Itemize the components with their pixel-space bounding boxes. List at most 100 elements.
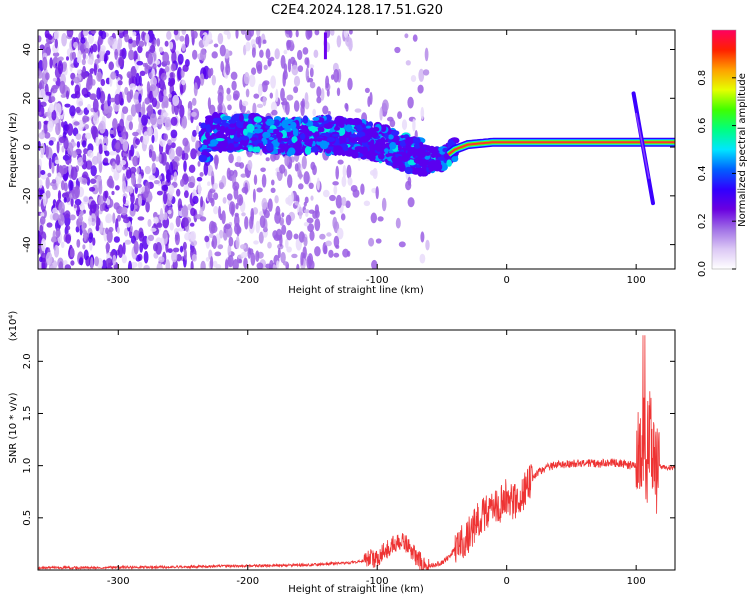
- noise-speck: [61, 121, 65, 128]
- noise-speck: [147, 219, 152, 227]
- band-speck: [256, 146, 261, 153]
- noise-speck: [245, 41, 251, 52]
- noise-speck: [135, 72, 140, 87]
- band-speck: [380, 124, 387, 132]
- noise-speck: [179, 245, 184, 253]
- band-speck: [399, 161, 404, 170]
- noise-speck: [210, 67, 214, 76]
- noise-speck: [248, 74, 256, 88]
- noise-speck: [304, 196, 309, 204]
- noise-speck: [284, 155, 290, 167]
- band-speck: [230, 115, 239, 122]
- noise-speck: [46, 222, 53, 228]
- noise-speck: [158, 46, 164, 53]
- noise-speck: [182, 64, 189, 72]
- band-speck: [372, 126, 380, 132]
- noise-speck: [174, 232, 180, 246]
- noise-speck: [182, 137, 189, 147]
- noise-speck: [151, 162, 156, 174]
- noise-speck: [81, 72, 89, 78]
- noise-speck: [179, 83, 184, 95]
- noise-speck: [181, 30, 187, 35]
- band-speck: [276, 132, 283, 139]
- noise-speck: [38, 164, 42, 178]
- noise-speck: [342, 165, 347, 179]
- noise-speck: [54, 38, 58, 49]
- band-speck: [283, 128, 292, 133]
- noise-speck: [69, 214, 76, 221]
- noise-speck: [307, 30, 312, 38]
- noise-speck: [69, 247, 75, 258]
- noise-speck: [173, 171, 178, 182]
- noise-speck: [67, 142, 74, 156]
- noise-speck: [138, 40, 145, 48]
- band-speck: [326, 146, 336, 150]
- band-speck: [216, 123, 221, 131]
- noise-speck: [196, 125, 199, 135]
- noise-speck: [81, 221, 86, 232]
- noise-speck: [309, 230, 315, 242]
- noise-speck: [177, 53, 184, 65]
- noise-speck: [77, 157, 84, 167]
- band-speck: [291, 136, 298, 144]
- noise-speck: [133, 50, 138, 62]
- band-speck: [319, 126, 325, 133]
- y-tick-label: 20: [22, 92, 33, 105]
- noise-speck: [63, 197, 67, 203]
- noise-speck: [68, 163, 72, 176]
- noise-speck: [120, 160, 127, 166]
- noise-speck: [189, 231, 197, 242]
- noise-speck: [170, 142, 176, 149]
- noise-speck: [285, 214, 292, 226]
- noise-speck: [135, 254, 141, 262]
- noise-speck: [304, 57, 309, 65]
- noise-speck: [70, 260, 75, 266]
- noise-speck: [405, 60, 411, 66]
- noise-speck: [38, 111, 42, 116]
- noise-speck: [204, 235, 210, 243]
- noise-speck: [286, 246, 292, 253]
- noise-speck: [303, 171, 310, 185]
- noise-speck: [136, 85, 143, 91]
- noise-speck: [235, 30, 239, 39]
- band-speck: [265, 118, 275, 127]
- noise-speck: [120, 206, 128, 216]
- noise-speck: [363, 200, 371, 207]
- noise-speck: [105, 215, 110, 223]
- noise-speck: [78, 257, 84, 266]
- noise-speck: [291, 64, 299, 76]
- noise-speck: [245, 88, 250, 98]
- noise-speck: [237, 194, 244, 206]
- noise-speck: [213, 192, 219, 200]
- noise-speck: [170, 129, 178, 139]
- noise-speck: [280, 87, 285, 102]
- band-speck: [304, 141, 312, 145]
- noise-speck: [221, 210, 226, 225]
- noise-speck: [179, 35, 185, 42]
- noise-speck: [340, 213, 346, 221]
- noise-speck: [109, 130, 114, 135]
- band-speck: [397, 156, 403, 161]
- noise-speck: [68, 179, 73, 191]
- noise-speck: [307, 223, 314, 233]
- x-tick-label: 100: [627, 275, 646, 286]
- noise-speck: [51, 109, 57, 121]
- noise-speck: [144, 165, 151, 175]
- noise-speck: [320, 88, 325, 101]
- noise-speck: [211, 235, 218, 250]
- band-speck: [253, 116, 262, 123]
- noise-speck: [118, 49, 125, 57]
- noise-speck: [161, 184, 168, 191]
- noise-speck: [38, 35, 42, 43]
- noise-speck: [82, 115, 89, 123]
- noise-speck: [108, 226, 114, 233]
- noise-speck: [81, 87, 89, 97]
- noise-speck: [79, 210, 84, 216]
- noise-speck: [255, 60, 263, 72]
- noise-speck: [138, 195, 143, 207]
- noise-speck: [104, 190, 109, 199]
- noise-speck: [263, 64, 268, 71]
- noise-speck: [141, 114, 148, 126]
- colorbar-tick-label: 0.8: [697, 70, 708, 86]
